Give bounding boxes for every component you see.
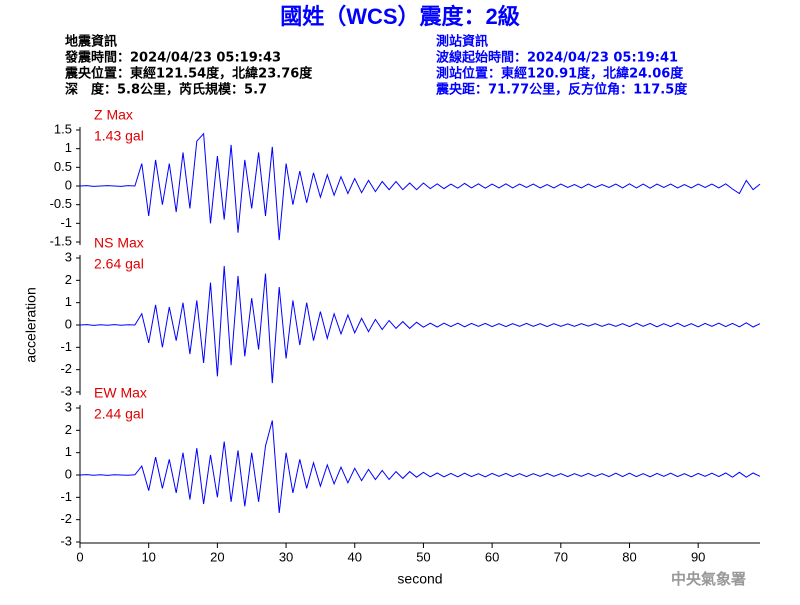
y-tick-label: 3 [65, 399, 72, 414]
y-tick-label: 0 [65, 316, 72, 331]
waveform [79, 132, 761, 241]
y-tick-label: 3 [65, 249, 72, 264]
info: 發震時間：2024/04/23 05:19:43 [64, 50, 281, 66]
x-tick-label: 10 [141, 549, 155, 564]
info: 地震資訊 [65, 34, 117, 50]
x-tick-label: 50 [416, 549, 430, 564]
y-tick-label: -3 [60, 383, 72, 398]
x-tick-label: 70 [554, 549, 568, 564]
waveform [79, 265, 761, 384]
y-tick-label: -2 [60, 511, 72, 526]
y-tick-label: 2 [65, 422, 72, 437]
y-tick-label: 1 [65, 444, 72, 459]
y-tick-label: 0 [65, 177, 72, 192]
y-tick-label: -0.5 [50, 196, 72, 211]
y-tick-label: 1 [65, 294, 72, 309]
x-tick-label: 20 [210, 549, 224, 564]
y-tick-label: 1 [65, 140, 72, 155]
y-tick-label: -1 [60, 489, 72, 504]
x-tick-label: 80 [622, 549, 636, 564]
panel-title: EW Max [94, 385, 147, 401]
y-tick-label: 0.5 [54, 159, 72, 174]
info: 波線起始時間：2024/04/23 05:19:41 [436, 50, 678, 66]
y-tick-label: -2 [60, 361, 72, 376]
panel-title: Z Max [94, 107, 133, 123]
info: 震央位置：東經121.54度，北緯23.76度 [64, 66, 313, 82]
y-tick-label: 2 [65, 272, 72, 287]
y-tick-label: -1 [60, 339, 72, 354]
info: 深 度：5.8公里，芮氏規模：5.7 [65, 82, 267, 98]
x-axis-title: second [397, 571, 442, 587]
title: 國姓（WCS）震度：2級 [280, 4, 520, 29]
y-tick-label: -3 [60, 533, 72, 548]
panel-max: 2.64 gal [94, 256, 144, 272]
x-tick-label: 40 [348, 549, 362, 564]
x-tick-label: 90 [691, 549, 705, 564]
x-tick-label: 60 [485, 549, 499, 564]
x-tick-label: 0 [76, 549, 83, 564]
y-axis-title: acceleration [23, 287, 39, 363]
waveform [79, 420, 761, 514]
panel-title: NS Max [94, 235, 144, 251]
x-tick-label: 30 [279, 549, 293, 564]
panel-max: 2.44 gal [94, 406, 144, 422]
y-tick-label: 0 [65, 466, 72, 481]
info: 震央距：71.77公里，反方位角：117.5度 [435, 82, 688, 98]
y-tick-label: 1.5 [54, 121, 72, 136]
y-tick-label: -1.5 [50, 233, 72, 248]
y-tick-label: -1 [60, 215, 72, 230]
info: 測站資訊 [436, 34, 488, 50]
info: 測站位置：東經120.91度，北緯24.06度 [436, 66, 684, 82]
panel-max: 1.43 gal [94, 128, 144, 144]
footer: 中央氣象署 [671, 570, 746, 588]
